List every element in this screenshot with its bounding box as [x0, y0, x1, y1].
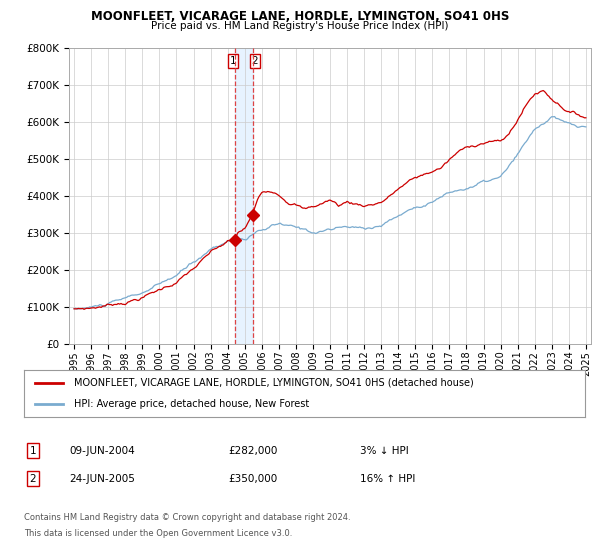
Text: HPI: Average price, detached house, New Forest: HPI: Average price, detached house, New … [74, 399, 310, 409]
Text: Price paid vs. HM Land Registry's House Price Index (HPI): Price paid vs. HM Land Registry's House … [151, 21, 449, 31]
Text: 09-JUN-2004: 09-JUN-2004 [69, 446, 135, 456]
Text: This data is licensed under the Open Government Licence v3.0.: This data is licensed under the Open Gov… [24, 529, 292, 538]
Text: 1: 1 [29, 446, 37, 456]
Text: 1: 1 [230, 56, 236, 66]
Text: 2: 2 [29, 474, 37, 484]
Bar [235, 48, 253, 344]
Text: MOONFLEET, VICARAGE LANE, HORDLE, LYMINGTON, SO41 0HS (detached house): MOONFLEET, VICARAGE LANE, HORDLE, LYMING… [74, 378, 474, 388]
Text: Contains HM Land Registry data © Crown copyright and database right 2024.: Contains HM Land Registry data © Crown c… [24, 514, 350, 522]
Text: MOONFLEET, VICARAGE LANE, HORDLE, LYMINGTON, SO41 0HS: MOONFLEET, VICARAGE LANE, HORDLE, LYMING… [91, 10, 509, 23]
Text: £350,000: £350,000 [228, 474, 277, 484]
Text: 2: 2 [251, 56, 258, 66]
Text: £282,000: £282,000 [228, 446, 277, 456]
Text: 16% ↑ HPI: 16% ↑ HPI [360, 474, 415, 484]
Text: 24-JUN-2005: 24-JUN-2005 [69, 474, 135, 484]
Text: 3% ↓ HPI: 3% ↓ HPI [360, 446, 409, 456]
